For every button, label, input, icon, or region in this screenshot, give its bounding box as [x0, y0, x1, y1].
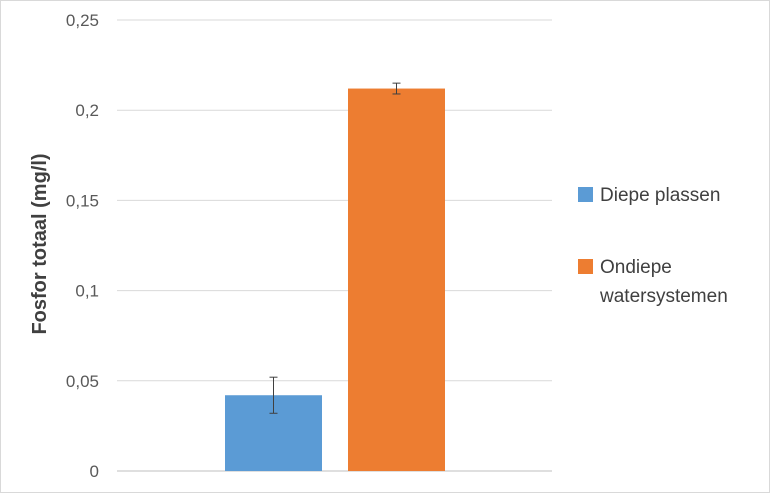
legend-swatch — [578, 259, 593, 274]
legend-swatch — [578, 187, 593, 202]
y-tick-label: 0,15 — [66, 191, 99, 210]
y-tick-label: 0,2 — [75, 101, 99, 120]
bar-2 — [348, 88, 445, 471]
legend: Diepe plassen Ondiepe watersystemen — [578, 185, 728, 307]
y-tick-label: 0 — [90, 462, 99, 481]
error-bar-2 — [392, 82, 401, 95]
y-axis-title: Fosfor totaal (mg/l) — [29, 153, 51, 334]
legend-item-2: Ondiepe watersystemen — [578, 257, 728, 307]
y-axis-ticks: 0 0,05 0,1 0,15 0,2 0,25 — [66, 11, 99, 481]
legend-label: Diepe plassen — [600, 185, 720, 206]
bars — [225, 88, 445, 471]
gridlines — [117, 19, 552, 472]
legend-label: watersystemen — [599, 286, 728, 307]
y-tick-label: 0,1 — [75, 282, 99, 301]
y-tick-label: 0,05 — [66, 372, 99, 391]
y-tick-label: 0,25 — [66, 11, 99, 30]
error-bar-1 — [269, 376, 278, 414]
legend-item-1: Diepe plassen — [578, 185, 720, 206]
error-bars — [269, 82, 401, 414]
legend-label: Ondiepe — [600, 257, 672, 278]
